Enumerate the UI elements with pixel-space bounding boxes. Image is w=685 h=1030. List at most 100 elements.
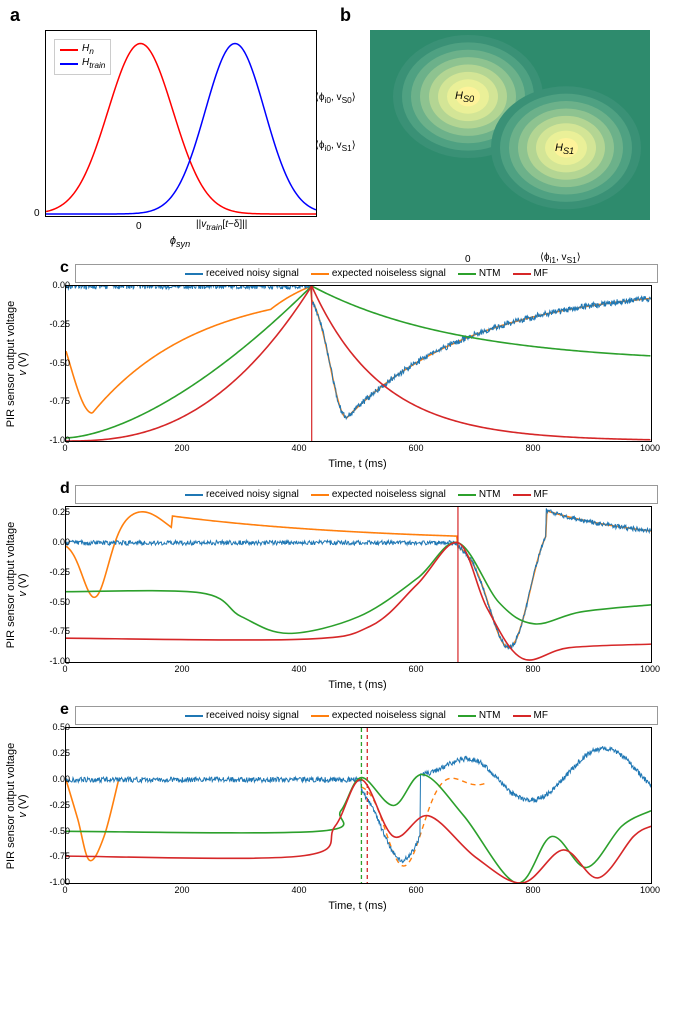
panel-a: a Hn Htrain 0 0 ||vtrain[t−δ]|| ϕsy <box>10 10 330 249</box>
panel-e-label: e <box>60 701 69 719</box>
panel-c-legend: received noisy signal expected noiseless … <box>75 264 658 283</box>
panel-d-label: d <box>60 480 70 498</box>
xtick: 800 <box>525 664 540 674</box>
panel-e-legend: received noisy signal expected noiseless … <box>75 706 658 725</box>
legend-text: expected noiseless signal <box>332 268 446 279</box>
legend-item: expected noiseless signal <box>311 710 446 721</box>
legend-item: MF <box>513 489 548 500</box>
legend-text: MF <box>534 268 548 279</box>
xtick: 600 <box>408 885 423 895</box>
xtick: 1000 <box>640 885 660 895</box>
panel-e-xlabel: Time, t (ms) <box>65 900 650 912</box>
legend-text: NTM <box>479 268 501 279</box>
legend-text: received noisy signal <box>206 489 299 500</box>
ytick: 0.25 <box>52 507 70 517</box>
panel-c-ylabel: PIR sensor output voltagev (V) <box>5 274 29 454</box>
legend-swatch <box>311 494 329 496</box>
legend-item: received noisy signal <box>185 710 299 721</box>
legend-swatch <box>458 494 476 496</box>
panel-a-ytick-0: 0 <box>34 208 40 219</box>
panel-c-chart <box>65 285 652 442</box>
legend-swatch-blue <box>60 63 78 65</box>
xtick: 200 <box>174 443 189 453</box>
heatmap-label-hs1: HS1 <box>555 142 574 156</box>
panel-e-svg <box>66 728 651 883</box>
heatmap-label-hs0: HS0 <box>455 90 474 104</box>
panel-c-chart-wrap: PIR sensor output voltagev (V) 0.00-0.25… <box>65 285 660 442</box>
legend-swatch-red <box>60 49 78 51</box>
panel-d-ylabel: PIR sensor output voltagev (V) <box>5 495 29 675</box>
xtick: 0 <box>62 885 67 895</box>
legend-item: MF <box>513 268 548 279</box>
ytick: 0.00 <box>52 537 70 547</box>
legend-swatch <box>513 715 531 717</box>
xtick: 200 <box>174 885 189 895</box>
ytick: 0.50 <box>52 722 70 732</box>
legend-item: received noisy signal <box>185 489 299 500</box>
legend-item: NTM <box>458 489 501 500</box>
legend-text-htrain: Htrain <box>82 57 105 71</box>
legend-swatch <box>458 715 476 717</box>
legend-item: NTM <box>458 710 501 721</box>
panel-a-xtick-0: 0 <box>136 221 142 232</box>
panel-b-ytick-1: ⟨ϕi0, vS1⟩ <box>315 140 356 153</box>
legend-swatch <box>311 273 329 275</box>
panel-b-chart: HS0 HS1 <box>370 30 650 220</box>
panel-b-svg <box>370 30 650 220</box>
top-row: a Hn Htrain 0 0 ||vtrain[t−δ]|| ϕsy <box>10 10 675 249</box>
panel-c-svg <box>66 286 651 441</box>
panel-b-ytick-0: ⟨ϕi0, vS0⟩ <box>315 92 356 105</box>
xtick: 800 <box>525 885 540 895</box>
panel-e: e received noisy signalexpected noiseles… <box>65 706 660 912</box>
ytick: -0.50 <box>49 358 70 368</box>
panel-e-ylabel: PIR sensor output voltagev (V) <box>5 716 29 896</box>
legend-text: NTM <box>479 489 501 500</box>
panel-d-svg <box>66 507 651 662</box>
legend-item: received noisy signal <box>185 268 299 279</box>
xtick: 400 <box>291 664 306 674</box>
ytick: 0.00 <box>52 280 70 290</box>
legend-item: MF <box>513 710 548 721</box>
xtick: 600 <box>408 664 423 674</box>
legend-text: NTM <box>479 710 501 721</box>
panel-d-legend: received noisy signal expected noiseless … <box>75 485 658 504</box>
panel-a-xlabel: ϕsyn <box>45 235 315 249</box>
panel-e-chart <box>65 727 652 884</box>
ytick: -0.75 <box>49 851 70 861</box>
panel-a-legend: Hn Htrain <box>54 39 111 75</box>
panel-a-xtick-1: ||vtrain[t−δ]|| <box>196 219 247 232</box>
panel-c: c received noisy signalexpected noiseles… <box>65 264 660 470</box>
ytick: -0.75 <box>49 626 70 636</box>
legend-item: expected noiseless signal <box>311 268 446 279</box>
legend-swatch <box>311 715 329 717</box>
legend-swatch <box>185 273 203 275</box>
legend-swatch <box>185 715 203 717</box>
xtick: 0 <box>62 664 67 674</box>
panel-d-xlabel: Time, t (ms) <box>65 679 650 691</box>
xtick: 800 <box>525 443 540 453</box>
xtick: 0 <box>62 443 67 453</box>
xtick: 200 <box>174 664 189 674</box>
ytick: 0.00 <box>52 774 70 784</box>
panel-c-label: c <box>60 259 69 277</box>
panel-b: b HS0 HS1 ⟨ϕi0, vS0⟩ ⟨ϕi0, vS1⟩ 0 ⟨ϕi1, … <box>340 10 660 249</box>
panel-d: d received noisy signalexpected noiseles… <box>65 485 660 691</box>
legend-swatch <box>458 273 476 275</box>
panel-d-chart-wrap: PIR sensor output voltagev (V) 0.250.00-… <box>65 506 660 663</box>
legend-text: received noisy signal <box>206 268 299 279</box>
panel-a-label: a <box>10 5 20 26</box>
legend-text: expected noiseless signal <box>332 489 446 500</box>
panel-b-label: b <box>340 5 351 26</box>
legend-item: NTM <box>458 268 501 279</box>
legend-text-hn: Hn <box>82 43 94 57</box>
panel-d-chart <box>65 506 652 663</box>
xtick: 600 <box>408 443 423 453</box>
legend-text: received noisy signal <box>206 710 299 721</box>
xtick: 1000 <box>640 664 660 674</box>
xtick: 400 <box>291 443 306 453</box>
ytick: -0.25 <box>49 800 70 810</box>
figure-container: a Hn Htrain 0 0 ||vtrain[t−δ]|| ϕsy <box>10 10 675 912</box>
legend-item-htrain: Htrain <box>60 57 105 71</box>
legend-item-hn: Hn <box>60 43 105 57</box>
ytick: -0.50 <box>49 597 70 607</box>
